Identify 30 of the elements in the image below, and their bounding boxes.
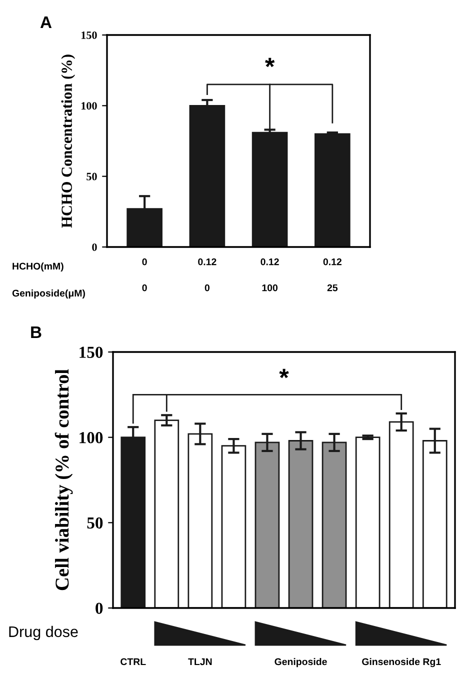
y-tick-label: 100 bbox=[80, 432, 103, 444]
x-tick-label: TLJN bbox=[188, 658, 212, 666]
bar bbox=[189, 104, 226, 247]
category-label: 0 0 bbox=[142, 258, 147, 292]
text: A bbox=[40, 16, 52, 28]
y-tick-label: 100 bbox=[82, 102, 97, 110]
category-label: 0.12 100 bbox=[260, 258, 279, 292]
bar bbox=[314, 133, 350, 247]
y-tick-label: 50 bbox=[87, 517, 103, 529]
bar bbox=[355, 436, 380, 608]
text: Geniposide(μM) bbox=[12, 289, 85, 299]
y-axis-title: HCHO Concentration (%) bbox=[61, 54, 76, 228]
text: B bbox=[31, 326, 42, 338]
bar bbox=[252, 132, 288, 247]
y-tick-label: 50 bbox=[86, 172, 97, 180]
y-tick-label: 0 bbox=[92, 243, 97, 251]
x-tick-label: Ginsenoside Rg1 bbox=[362, 658, 441, 668]
y-tick-label: 0 bbox=[96, 602, 103, 614]
text: Drug dose bbox=[9, 626, 78, 640]
x-tick-label: Geniposide bbox=[274, 658, 327, 668]
y-tick-label: 150 bbox=[82, 31, 97, 39]
annotation: * bbox=[265, 58, 275, 68]
y-tick-label: 150 bbox=[80, 346, 103, 358]
bar bbox=[154, 420, 180, 608]
text: HCHO(mM) bbox=[12, 262, 64, 272]
y-axis-title: Cell viability (% of control bbox=[54, 369, 73, 590]
category-label: 0.12 0 bbox=[198, 258, 216, 292]
annotation: * bbox=[279, 368, 289, 378]
category-label: 0.12 25 bbox=[323, 258, 342, 292]
x-tick-label: CTRL bbox=[120, 658, 146, 666]
